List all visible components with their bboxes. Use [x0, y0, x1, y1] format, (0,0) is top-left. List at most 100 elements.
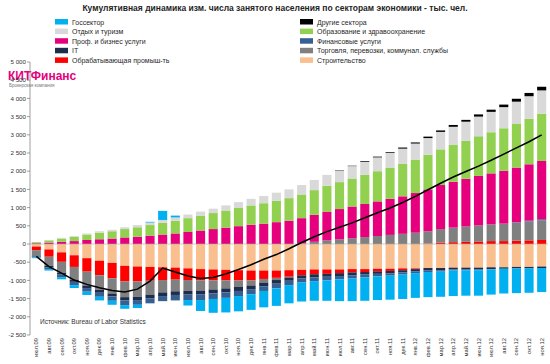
bar [449, 228, 458, 243]
bar [171, 280, 180, 292]
bar [70, 285, 79, 288]
bar [335, 244, 344, 269]
bar [259, 279, 268, 283]
bar [234, 202, 243, 203]
bar [537, 268, 546, 292]
y-tick-label: 3 000 [11, 131, 27, 138]
bar [423, 138, 432, 155]
y-tick [27, 262, 30, 263]
x-tick-label: сен.11 [362, 338, 368, 355]
y-tick [27, 225, 30, 226]
bar [487, 269, 496, 294]
bar [120, 297, 129, 300]
x-tick-label: май.10 [160, 338, 166, 357]
bar [360, 272, 369, 275]
legend-swatch [300, 48, 313, 54]
y-tick [27, 244, 30, 245]
bar [348, 272, 357, 275]
bar [44, 269, 53, 270]
x-tick-label: июн.12 [476, 338, 482, 357]
bar [373, 276, 382, 300]
bar [272, 222, 281, 244]
bar [171, 216, 180, 218]
y-tick-label: -2 500 [8, 331, 26, 338]
bar [512, 267, 521, 268]
bar [335, 276, 344, 279]
bar [44, 239, 53, 240]
y-tick-label: 1 000 [11, 204, 27, 211]
bar [386, 273, 395, 275]
bar [348, 166, 357, 178]
bar [95, 231, 104, 232]
x-tick-label: окт.09 [71, 338, 77, 354]
bar [398, 272, 407, 274]
x-tick-label: сен.10 [210, 338, 216, 355]
bar [398, 275, 407, 299]
bar [209, 269, 218, 280]
bar [373, 236, 382, 244]
bar [196, 244, 205, 269]
bar [436, 244, 445, 268]
bar [247, 225, 256, 244]
bar [120, 281, 129, 297]
bar [398, 148, 407, 149]
bar [171, 291, 180, 295]
x-tick-label: авг.09 [46, 338, 52, 354]
x-tick-label: дек.10 [248, 338, 254, 355]
bar [386, 244, 395, 269]
bar [360, 275, 369, 278]
bar [335, 273, 344, 276]
bar [411, 193, 420, 233]
bar [70, 255, 79, 267]
bar [247, 205, 256, 224]
bar [95, 261, 104, 276]
bar [145, 244, 154, 267]
x-tick-label: мар.10 [134, 338, 140, 357]
bar [449, 269, 458, 270]
bar [423, 272, 432, 297]
y-tick [27, 62, 30, 63]
y-axis [30, 62, 31, 335]
bar [209, 208, 218, 209]
bar [499, 269, 508, 294]
bar [284, 198, 293, 221]
bar [133, 297, 142, 300]
bar [196, 280, 205, 290]
bar [436, 268, 445, 270]
bar [322, 274, 331, 277]
bar [183, 280, 192, 291]
x-tick-label: окт.10 [223, 338, 229, 354]
bar [259, 291, 268, 307]
bar [158, 223, 167, 235]
x-tick-label: фев.10 [122, 338, 128, 357]
y-tick [27, 298, 30, 299]
y-tick [27, 134, 30, 135]
bar [183, 214, 192, 215]
legend-swatch [55, 29, 68, 34]
bar [183, 215, 192, 219]
bar [196, 231, 205, 244]
y-tick [27, 153, 30, 154]
bar [512, 244, 521, 267]
bar [537, 244, 546, 267]
x-tick-label: сен.09 [59, 338, 65, 355]
bar [537, 90, 546, 113]
bar [499, 267, 508, 268]
y-tick-label: 2 000 [11, 167, 27, 174]
bar [398, 164, 407, 196]
bar [436, 132, 445, 149]
bar [373, 171, 382, 201]
bar [348, 165, 357, 166]
bar [247, 294, 256, 310]
bar [209, 299, 218, 313]
bar [398, 244, 407, 268]
logo-subtitle: Брокерская компания [9, 83, 55, 88]
bar [196, 295, 205, 300]
bar [171, 221, 180, 234]
legend-swatch [55, 19, 68, 25]
bar [234, 208, 243, 226]
y-tick [27, 189, 30, 190]
bar [95, 231, 104, 232]
bar [499, 241, 508, 244]
bar [272, 201, 281, 222]
